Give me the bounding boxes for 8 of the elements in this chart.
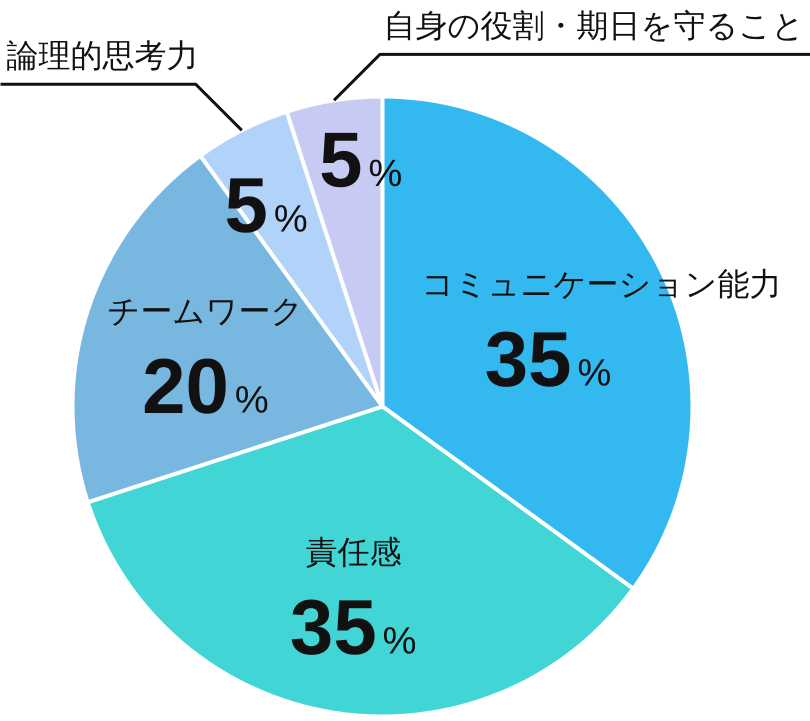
data-label: 5% [224,161,308,250]
slice-label: チームワーク [108,292,304,330]
slice-label: 自身の役割・期日を守ること [384,6,804,44]
data-label: 35% [290,583,416,672]
slice-label: 論理的思考力 [6,36,198,74]
data-label: 20% [142,342,269,430]
slice-label: 責任感 [305,533,402,572]
data-label: 35% [484,315,612,404]
